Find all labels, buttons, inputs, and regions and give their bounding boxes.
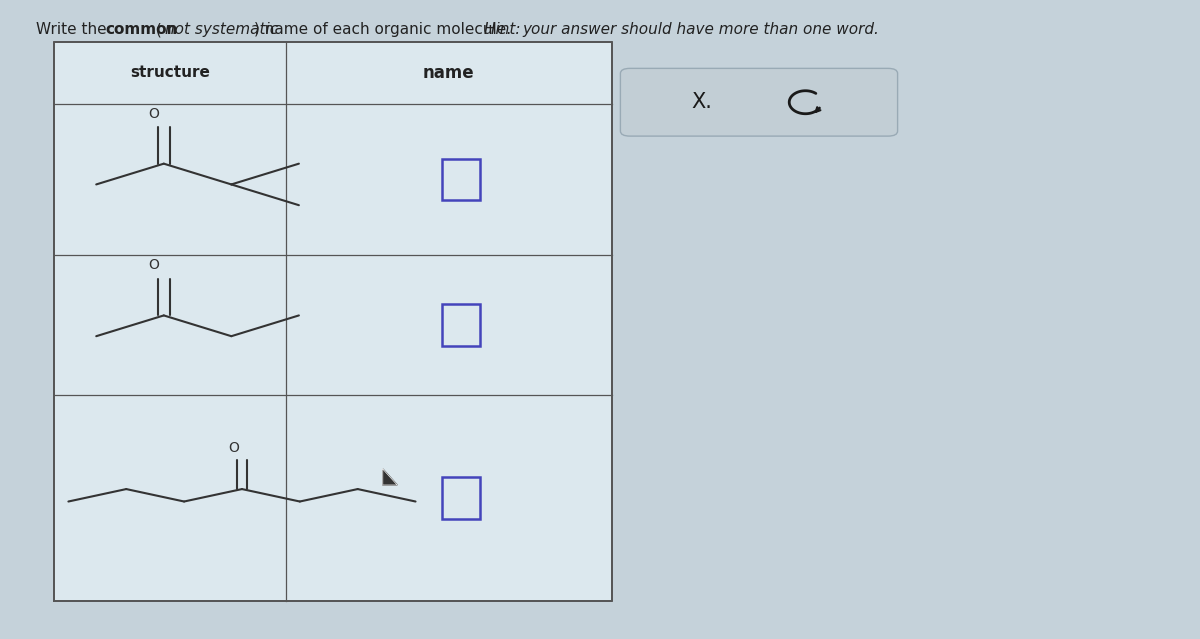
Text: O: O: [228, 441, 239, 455]
FancyBboxPatch shape: [442, 477, 480, 519]
Text: not systematic: not systematic: [164, 22, 277, 37]
FancyBboxPatch shape: [54, 42, 612, 601]
FancyBboxPatch shape: [442, 159, 480, 201]
Text: name: name: [422, 64, 474, 82]
Text: Hint:: Hint:: [484, 22, 526, 37]
FancyBboxPatch shape: [620, 68, 898, 136]
Text: X.: X.: [692, 92, 713, 112]
Polygon shape: [383, 469, 397, 485]
Text: ) name of each organic molecule.: ) name of each organic molecule.: [254, 22, 516, 37]
Text: Write the: Write the: [36, 22, 112, 37]
Text: O: O: [149, 259, 160, 272]
Text: your answer should have more than one word.: your answer should have more than one wo…: [522, 22, 880, 37]
Text: common: common: [106, 22, 178, 37]
Text: O: O: [149, 107, 160, 121]
FancyBboxPatch shape: [442, 304, 480, 346]
Text: (: (: [151, 22, 162, 37]
Text: structure: structure: [130, 65, 210, 81]
